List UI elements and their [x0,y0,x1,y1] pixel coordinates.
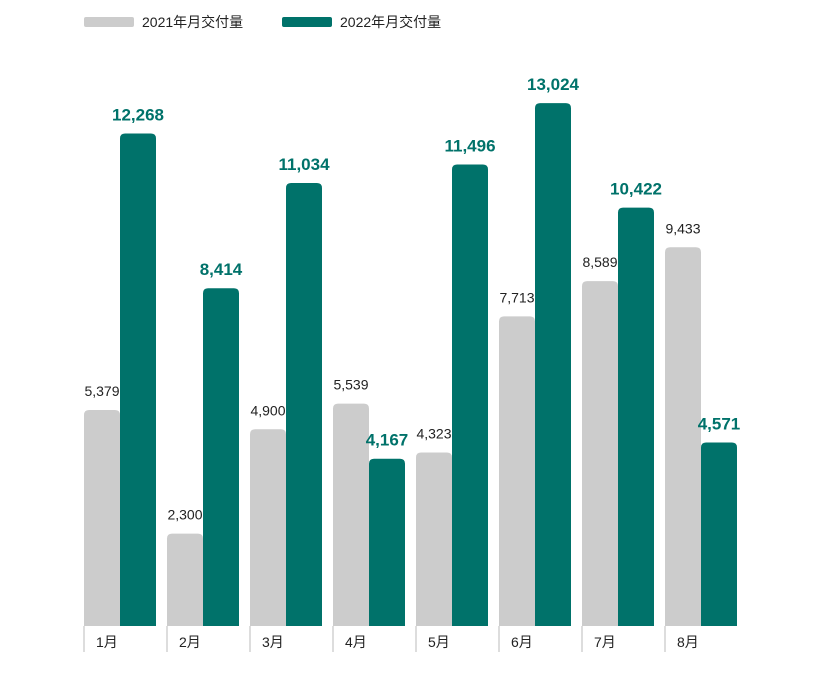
data-label-2021-5: 4,323 [416,425,451,441]
legend-label-2021: 2021年月交付量 [142,14,243,30]
x-tick-label-3: 3月 [262,634,284,650]
legend-swatch-2021 [84,17,134,27]
data-label-2021-2: 2,300 [167,507,202,523]
bar-2021-8 [665,247,701,626]
bar-2022-5 [452,164,488,626]
bar-2021-7 [582,281,618,626]
bars [84,103,737,627]
x-tick-label-5: 5月 [428,634,450,650]
data-label-2022-5: 11,496 [444,136,495,155]
x-tick-label-7: 7月 [594,634,616,650]
bar-2021-6 [499,316,535,626]
data-label-2022-3: 11,034 [278,155,330,174]
bar-2022-8 [701,442,737,626]
data-label-2021-1: 5,379 [84,383,119,399]
bar-2021-3 [250,429,286,626]
bar-2022-1 [120,133,156,626]
data-label-2021-7: 8,589 [582,254,617,270]
bar-2021-2 [167,533,203,626]
x-tick-label-6: 6月 [511,634,533,650]
bar-2021-5 [416,452,452,626]
data-label-2022-1: 12,268 [112,105,164,124]
data-label-2022-6: 13,024 [527,75,580,94]
bar-2021-1 [84,410,120,626]
legend-label-2022: 2022年月交付量 [340,14,441,30]
bar-2021-4 [333,403,369,626]
data-label-2021-8: 9,433 [665,220,700,236]
bar-2022-2 [203,288,239,626]
bar-2022-3 [286,183,322,627]
bar-labels: 5,379 12,268 2,300 8,414 4,900 11,034 5,539 4,1… [84,75,740,523]
bar-2022-7 [618,207,654,626]
data-label-2021-4: 5,539 [333,377,368,393]
x-axis: 1月 2月 3月 4月 5月 6月 7月 8月 [83,626,699,652]
bar-2022-6 [535,103,571,627]
x-tick-label-1: 1月 [96,634,118,650]
data-label-2022-2: 8,414 [200,260,243,279]
legend-swatch-2022 [282,17,332,27]
x-tick-label-2: 2月 [179,634,201,650]
bar-2022-4 [369,458,405,626]
data-label-2022-7: 10,422 [610,180,662,199]
data-label-2021-6: 7,713 [499,289,534,305]
data-label-2022-8: 4,571 [698,414,741,433]
x-tick-label-8: 8月 [677,634,699,650]
legend: 2021年月交付量 2022年月交付量 [84,14,441,30]
data-label-2021-3: 4,900 [250,402,285,418]
x-tick-label-4: 4月 [345,634,367,650]
data-label-2022-4: 4,167 [366,431,409,450]
